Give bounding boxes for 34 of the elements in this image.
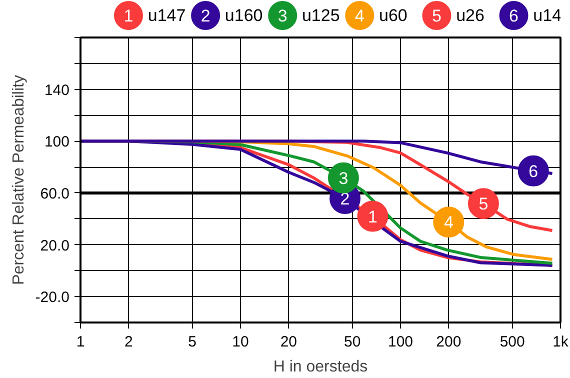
- x-tick-label: 1: [76, 334, 85, 350]
- text: 2: [200, 6, 210, 26]
- annotation: 1: [368, 207, 378, 226]
- x-tick-label: 500: [500, 334, 525, 350]
- x-tick-label: 1k: [552, 334, 569, 350]
- y-tick-label: -20.0: [35, 289, 70, 306]
- y-tick-label: 20.0: [40, 237, 70, 254]
- y-tick-label: 100: [44, 134, 70, 151]
- y-axis-title: Percent Relative Permeability: [10, 75, 28, 285]
- x-tick-label: 5: [188, 334, 197, 350]
- x-tick-label: 20: [280, 334, 298, 350]
- text: 4: [354, 6, 364, 26]
- text: 5: [432, 6, 442, 26]
- legend-label: u60: [379, 6, 408, 25]
- annotation: 5: [478, 194, 488, 214]
- legend-label: u160: [224, 6, 263, 25]
- annotation: 3: [338, 168, 348, 188]
- text: 1: [124, 6, 134, 26]
- x-tick-label: 200: [436, 334, 462, 350]
- y-tick-label: 60.0: [40, 185, 70, 202]
- legend-label: u147: [148, 6, 186, 25]
- x-tick-label: 100: [388, 334, 414, 350]
- text: 3: [278, 6, 288, 26]
- legend-label: u125: [302, 6, 340, 25]
- y-tick-label: 140: [44, 82, 70, 99]
- x-tick-label: 2: [124, 334, 133, 350]
- text: 6: [509, 6, 519, 26]
- annotation: 4: [444, 213, 454, 232]
- annotation: 6: [528, 162, 538, 181]
- x-tick-label: 50: [344, 334, 361, 350]
- legend-label: u26: [456, 6, 484, 25]
- x-tick-label: 10: [232, 334, 249, 350]
- x-axis-title: H in oersteds: [273, 358, 368, 376]
- annotation: 2: [340, 190, 350, 209]
